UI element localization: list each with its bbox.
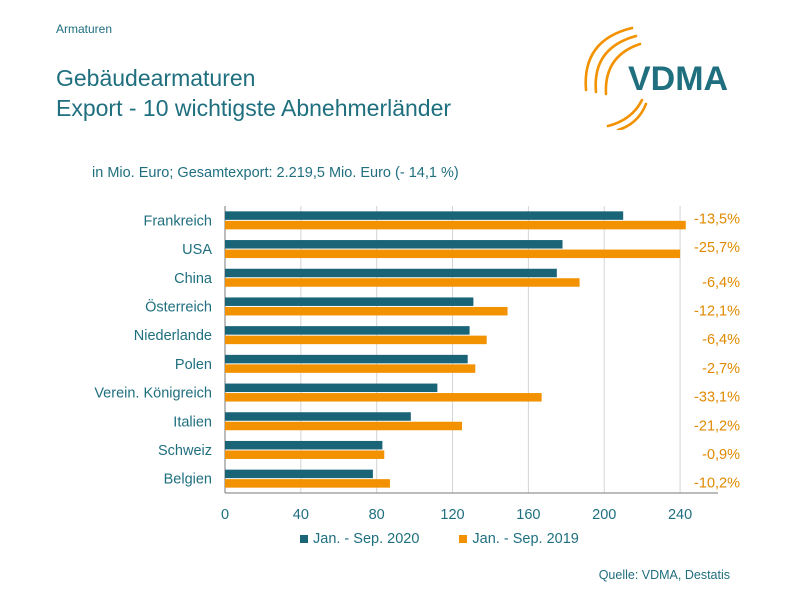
- legend-item-2020: Jan. - Sep. 2020: [300, 531, 419, 547]
- change-label-8: -0,9%: [702, 447, 740, 463]
- bar-2020-4: [225, 326, 470, 335]
- change-label-9: -10,2%: [694, 476, 740, 492]
- vdma-logo: VDMA: [584, 26, 728, 130]
- chart-subtitle: in Mio. Euro; Gesamtexport: 2.219,5 Mio.…: [92, 165, 459, 181]
- chart-legend: Jan. - Sep. 2020 Jan. - Sep. 2019: [300, 531, 579, 547]
- category-label-7: Italien: [173, 414, 212, 430]
- legend-item-2019: Jan. - Sep. 2019: [459, 531, 579, 547]
- category-label-4: Niederlande: [134, 328, 212, 344]
- x-tick-label-3: 120: [440, 507, 464, 523]
- change-label-6: -33,1%: [694, 390, 740, 406]
- bar-2019-2: [225, 278, 580, 287]
- bar-2019-7: [225, 421, 463, 431]
- legend-swatch-2019: [459, 535, 468, 543]
- section-label: Armaturen: [56, 22, 113, 36]
- bar-2020-3: [225, 297, 474, 306]
- x-tick-label-6: 240: [668, 507, 692, 523]
- bar-2020-0: [225, 211, 624, 220]
- title-line-2: Export - 10 wichtigste Abnehmerländer: [56, 95, 452, 121]
- legend-label-2020: Jan. - Sep. 2020: [313, 531, 420, 547]
- category-label-9: Belgien: [164, 472, 212, 488]
- logo-text: VDMA: [628, 60, 728, 98]
- category-label-6: Verein. Königreich: [94, 386, 212, 402]
- category-label-2: China: [174, 271, 213, 287]
- legend-label-2019: Jan. - Sep. 2019: [472, 531, 579, 547]
- bar-2019-4: [225, 335, 487, 345]
- change-label-4: -6,4%: [702, 332, 740, 348]
- bar-2020-5: [225, 354, 468, 364]
- category-label-3: Österreich: [145, 297, 212, 315]
- bar-2020-2: [225, 268, 557, 278]
- bar-2019-1: [225, 249, 681, 259]
- x-tick-label-5: 200: [592, 507, 616, 523]
- source-note: Quelle: VDMA, Destatis: [598, 568, 730, 582]
- bar-2019-9: [225, 479, 390, 488]
- change-label-2: -6,4%: [702, 275, 740, 291]
- bar-2019-0: [225, 220, 686, 230]
- logo-arcs-icon: [584, 26, 648, 130]
- bar-2020-7: [225, 412, 411, 421]
- bar-2019-8: [225, 450, 385, 459]
- category-label-5: Polen: [175, 357, 212, 373]
- change-label-5: -2,7%: [702, 361, 740, 377]
- bar-2020-1: [225, 240, 563, 249]
- x-tick-label-2: 80: [369, 507, 385, 523]
- x-tick-label-0: 0: [221, 507, 229, 523]
- change-label-1: -25,7%: [694, 240, 740, 256]
- change-label-0: -13,5%: [694, 211, 740, 227]
- x-tick-label-4: 160: [516, 507, 540, 523]
- x-tick-label-1: 40: [293, 507, 309, 523]
- bar-2019-5: [225, 364, 476, 373]
- category-label-1: USA: [182, 242, 212, 258]
- category-label-8: Schweiz: [158, 443, 212, 459]
- bar-2020-9: [225, 469, 373, 479]
- page-title: Gebäudearmaturen Export - 10 wichtigste …: [56, 63, 451, 123]
- legend-swatch-2020: [300, 535, 308, 543]
- bar-2019-3: [225, 306, 508, 316]
- bar-2019-6: [225, 393, 542, 402]
- change-label-3: -12,1%: [694, 303, 740, 319]
- bar-2020-8: [225, 440, 383, 450]
- bar-2020-6: [225, 383, 438, 393]
- title-line-1: Gebäudearmaturen: [56, 65, 256, 91]
- category-label-0: Frankreich: [144, 213, 213, 229]
- change-label-7: -21,2%: [694, 418, 740, 434]
